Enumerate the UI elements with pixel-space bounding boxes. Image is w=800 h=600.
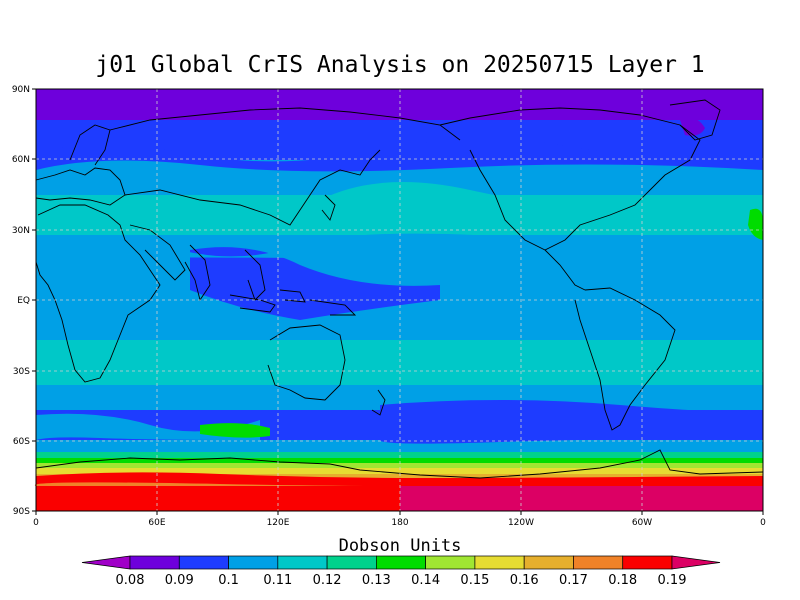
colorbar-high-arrow <box>671 555 721 570</box>
ozone-anomaly <box>34 472 763 487</box>
lat-tick-label: EQ <box>17 296 30 306</box>
ozone-anomaly <box>36 486 400 511</box>
coastline <box>544 249 586 291</box>
coastline <box>35 167 126 206</box>
coastline <box>124 149 381 226</box>
lon-tick-label: 180 <box>391 518 408 528</box>
coastline <box>35 204 161 383</box>
page-title: j01 Global CrIS Analysis on 20250715 Lay… <box>95 52 705 78</box>
coastlines <box>35 99 764 479</box>
ozone-band <box>36 463 763 468</box>
colorbar-title: Dobson Units <box>338 536 462 556</box>
ozone-band <box>36 340 763 385</box>
ozone-anomaly <box>200 423 270 438</box>
colorbar-level-label: 0.18 <box>608 573 637 588</box>
lon-tick-label: 60W <box>632 518 652 528</box>
lat-tick-label: 90S <box>13 507 30 517</box>
coastline <box>279 289 306 303</box>
colorbar-level-label: 0.13 <box>362 573 391 588</box>
colorbar-segment <box>523 555 574 570</box>
map-gridlines <box>36 89 763 511</box>
coastline <box>109 107 461 141</box>
colorbar-segment <box>573 555 624 570</box>
lon-tick-label: 0 <box>760 518 766 528</box>
colorbar-segment <box>178 555 229 570</box>
colorbar-level-label: 0.09 <box>165 573 194 588</box>
ozone-band <box>36 474 763 480</box>
colorbar-segment <box>376 555 426 570</box>
ozone-anomalies <box>34 89 763 511</box>
coastline <box>371 389 386 416</box>
colorbar-segment <box>228 555 279 570</box>
ozone-band <box>36 440 763 452</box>
colorbar-segment <box>425 555 476 570</box>
longitude-ticks: 0 60E 120E 180 120W 60W 0 <box>33 511 766 528</box>
colorbar-level-label: 0.08 <box>116 573 145 588</box>
ozone-band <box>36 468 763 474</box>
colorbar-level-label: 0.17 <box>559 573 588 588</box>
colorbar-level-label: 0.15 <box>460 573 489 588</box>
coastline <box>69 124 111 166</box>
colorbar-level-label: 0.16 <box>510 573 539 588</box>
lat-tick-label: 60N <box>12 155 30 165</box>
ozone-anomaly <box>190 247 440 320</box>
colorbar-segment <box>277 555 328 570</box>
lon-tick-label: 0 <box>33 518 39 528</box>
colorbar-level-label: 0.1 <box>218 573 239 588</box>
coastline <box>244 249 266 301</box>
ozone-anomaly <box>748 208 763 240</box>
coastline <box>309 299 357 316</box>
coastline <box>229 294 276 313</box>
coastline <box>321 194 336 221</box>
coastline <box>267 324 346 401</box>
ozone-anomaly <box>36 182 763 228</box>
ozone-anomaly <box>380 400 763 444</box>
ozone-anomaly <box>36 138 763 172</box>
colorbar-level-label: 0.19 <box>658 573 687 588</box>
lon-tick-label: 60E <box>148 518 165 528</box>
colorbar-segment <box>326 555 377 570</box>
coastline <box>439 107 701 251</box>
ozone-band <box>36 458 763 463</box>
colorbar-level-label: 0.11 <box>263 573 292 588</box>
colorbar-segment <box>129 555 180 570</box>
colorbar-low-arrow <box>81 555 131 570</box>
colorbar-segment <box>474 555 525 570</box>
ozone-band <box>36 452 763 458</box>
lon-tick-label: 120E <box>267 518 290 528</box>
coastline <box>574 287 676 431</box>
colorbar <box>81 555 721 570</box>
colorbar-level-label: 0.14 <box>411 573 440 588</box>
colorbar-level-label: 0.12 <box>313 573 342 588</box>
ozone-anomaly <box>400 486 763 511</box>
ozone-anomaly <box>36 233 763 260</box>
coastline <box>184 244 211 302</box>
lon-tick-label: 120W <box>508 518 534 528</box>
colorbar-segment <box>622 555 673 570</box>
lat-tick-label: 60S <box>13 437 30 447</box>
coastline <box>35 449 764 479</box>
colorbar-labels: 0.08 0.09 0.1 0.11 0.12 0.13 0.14 0.15 0.16 0.17 0… <box>116 573 687 588</box>
latitude-ticks: 90N 60N 30N EQ 30S 60S 90S <box>12 85 36 517</box>
lat-tick-label: 90N <box>12 85 30 95</box>
lat-tick-label: 30N <box>12 226 30 236</box>
coastline <box>669 99 721 141</box>
lat-tick-label: 30S <box>13 367 30 377</box>
